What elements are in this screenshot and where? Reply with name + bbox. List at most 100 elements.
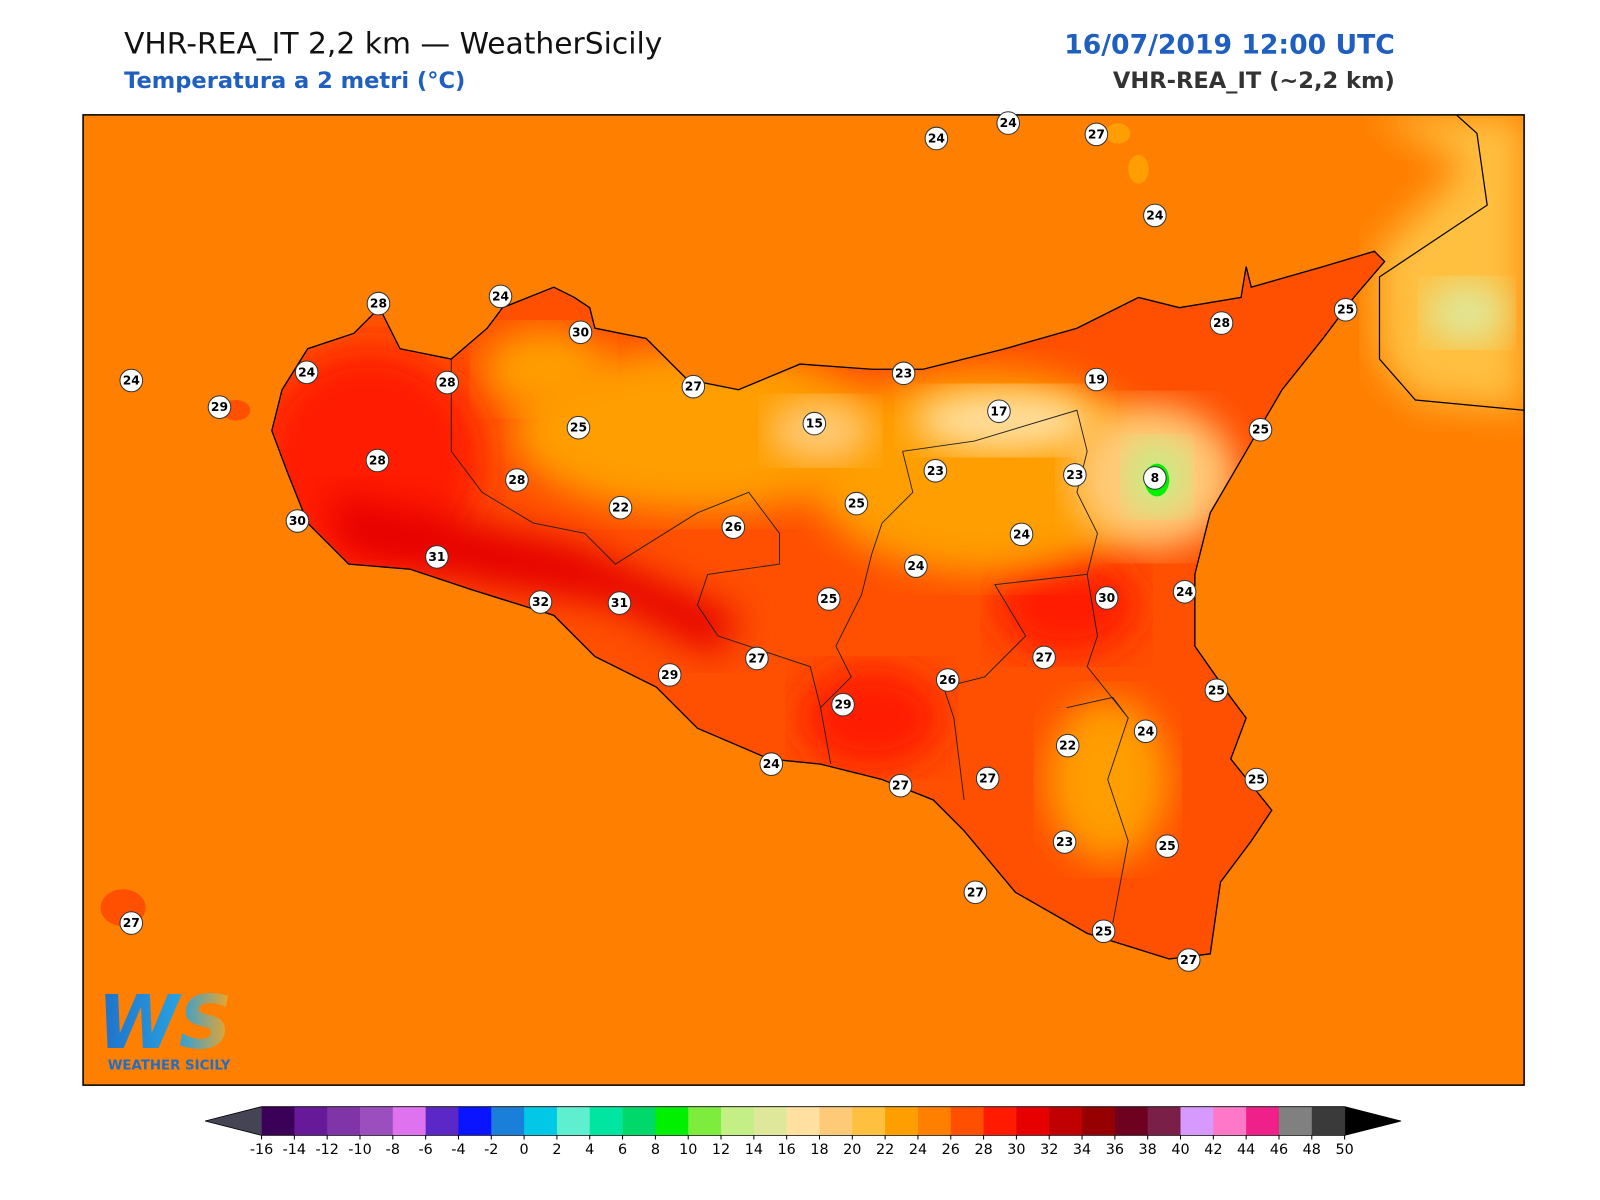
colorbar-segment [721,1106,755,1136]
station-value: 22 [1059,739,1076,753]
colorbar-segment [425,1106,459,1136]
station-value: 25 [1337,303,1354,317]
colorbar-tick-label: 22 [876,1142,894,1158]
station-marker [435,370,459,395]
station-marker [891,361,916,386]
station-value: 26 [725,520,742,534]
station-marker [528,590,553,614]
station-marker [816,587,841,611]
colorbar-tick-label: 30 [1007,1142,1025,1158]
colorbar-tick-label: 10 [679,1142,697,1158]
colorbar: -16 -14 -12 -10 -8 -6 -4 -2 0 2 4 6 8 10 12 14 16 18 20 22 2… [205,1106,1402,1158]
colorbar-tick-label: 8 [651,1142,660,1158]
colorbar-tick-label: 2 [552,1142,561,1158]
colorbar-tick-label: 32 [1040,1142,1058,1158]
station-marker [119,368,144,393]
colorbar-segment [327,1106,361,1136]
station-value: 31 [611,596,628,610]
colorbar-segment [622,1106,656,1136]
colorbar-tick-label: 26 [942,1142,960,1158]
colorbar-tick-label: 28 [974,1142,992,1158]
colorbar-segment [983,1106,1017,1136]
colorbar-tick-label: 42 [1204,1142,1222,1158]
station-value: 23 [1066,468,1083,482]
colorbar-tick-label: 0 [520,1142,529,1158]
colorbar-tick-label: 50 [1335,1142,1353,1158]
station-value: 22 [612,501,629,515]
colorbar-segment [1147,1106,1182,1136]
colorbar-segment [261,1106,295,1136]
station-marker [566,415,591,440]
station-marker [987,399,1011,424]
colorbar-segment [655,1106,689,1136]
colorbar-tick-label: -6 [418,1142,432,1158]
colorbar-tick-label: -4 [451,1142,465,1158]
colorbar-tick-label: 12 [712,1142,730,1158]
station-value: 24 [123,374,140,388]
station-marker [1133,719,1158,744]
colorbar-segment [524,1106,558,1136]
station-marker [924,126,949,151]
station-value: 27 [1088,127,1105,141]
station-marker [365,448,390,473]
colorbar-segment [458,1106,492,1136]
station-value: 28 [370,297,387,311]
station-value: 32 [532,595,549,609]
colorbar-tick-label: 14 [745,1142,763,1158]
subtitle: Temperatura a 2 metri (°C) [124,68,465,94]
colorbar-segment [1114,1106,1149,1136]
colorbar-outline [205,1106,1402,1136]
station-marker [285,509,310,533]
colorbar-tick-label: -14 [283,1142,306,1158]
station-marker [681,374,706,399]
station-marker [425,545,449,569]
colorbar-tick-label: -10 [348,1142,371,1158]
station-value: 24 [1176,585,1193,599]
station-marker [607,591,632,615]
station-value: 24 [492,289,509,303]
colorbar-tick-label: 38 [1139,1142,1157,1158]
colorbar-tick-label: 18 [810,1142,828,1158]
colorbar-segment [1049,1106,1083,1136]
logo-text: WEATHER SICILY [108,1059,231,1074]
colorbar-segment [819,1106,853,1136]
station-marker [1209,311,1234,335]
logo-mark: WS [97,980,232,1066]
station-value: 19 [1088,372,1105,386]
station-marker [568,320,593,345]
colorbar-segment [1082,1106,1116,1136]
station-marker [207,395,232,419]
station-marker [1084,367,1109,392]
station-marker [1244,767,1269,792]
colorbar-tick-label: 34 [1073,1142,1091,1158]
station-marker [975,766,1000,791]
colorbar-segment [589,1106,624,1136]
station-value: 27 [979,771,996,785]
colorbar-tick-label: 6 [618,1142,627,1158]
station-value: 31 [428,550,445,564]
colorbar-over [1344,1106,1402,1136]
station-value: 24 [763,757,780,771]
colorbar-segment [392,1106,427,1136]
station-value: 24 [1137,724,1154,738]
colorbar-tick-label: 24 [909,1142,927,1158]
colorbar-segment [1278,1106,1313,1136]
station-marker [935,668,960,692]
station-marker [923,458,948,483]
station-marker [294,360,319,385]
station-marker [1091,919,1116,944]
station-value: 27 [1180,953,1197,967]
colorbar-segment [1311,1106,1346,1136]
station-value: 24 [1000,116,1017,130]
station-value: 30 [1098,591,1115,605]
colorbar-tick-label: 36 [1106,1142,1124,1158]
station-value: 27 [685,380,702,394]
station-marker [1032,645,1056,670]
title: VHR-REA_IT 2,2 km — WeatherSicily [124,26,662,61]
colorbar-tick-label: 16 [778,1142,796,1158]
station-value: 17 [990,404,1007,418]
station-marker [608,495,633,520]
map-frame [82,114,1525,1086]
station-marker [963,880,988,905]
station-marker [1204,678,1229,703]
